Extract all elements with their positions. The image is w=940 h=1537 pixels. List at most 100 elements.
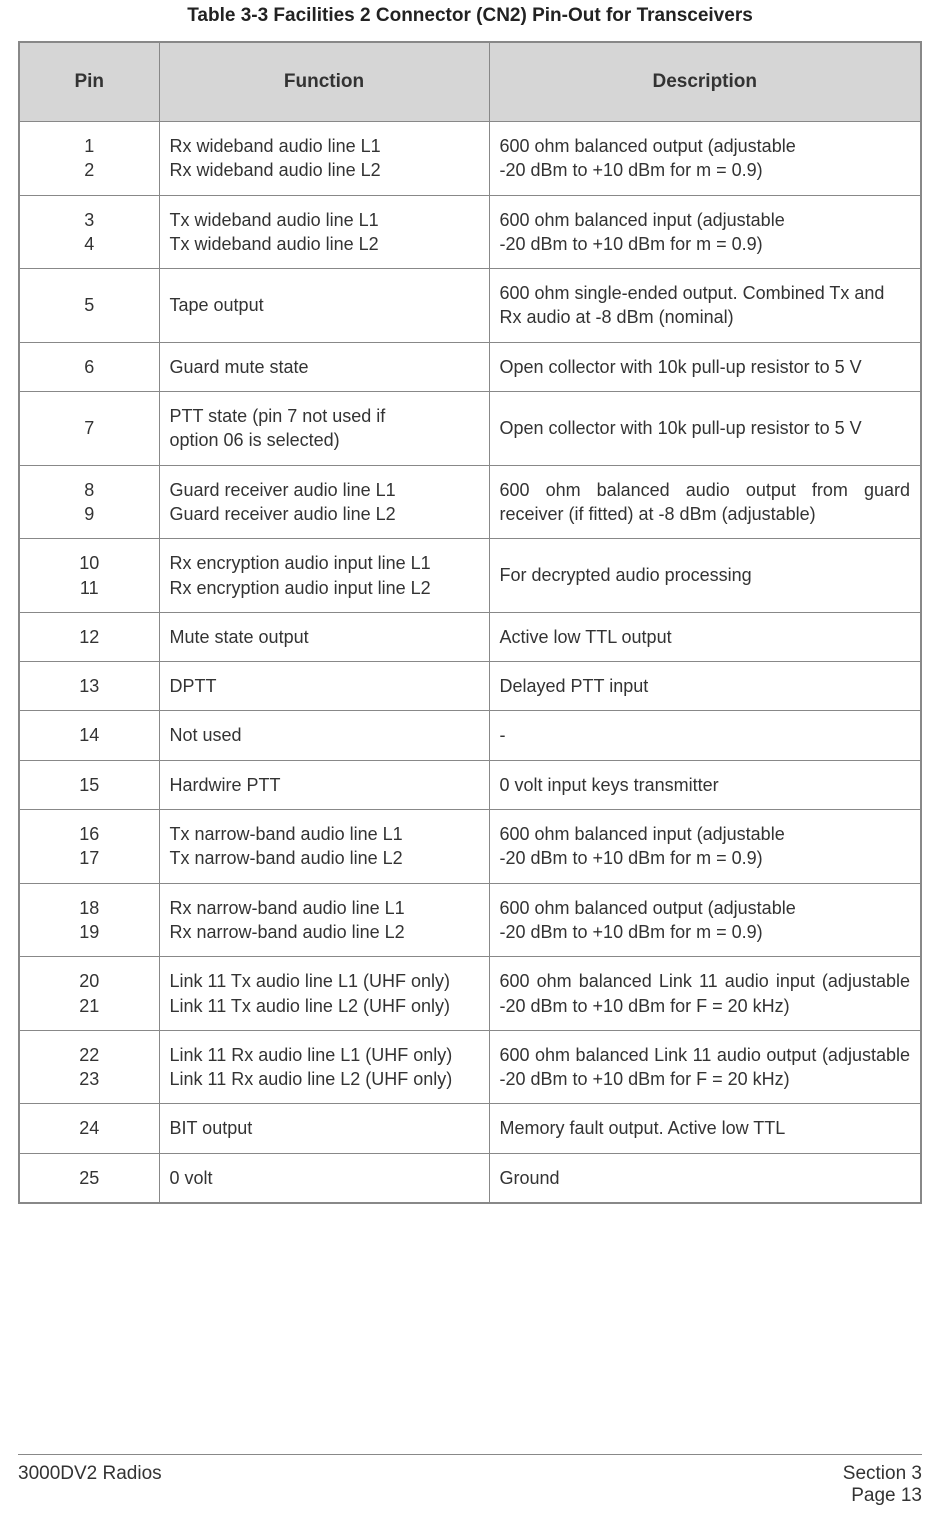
description-value: Memory fault output. Active low TTL xyxy=(500,1116,911,1140)
function-cell: Not used xyxy=(159,711,489,760)
pin-value: 4 xyxy=(26,232,153,256)
function-value: DPTT xyxy=(170,674,479,698)
description-value: 600 ohm balanced Link 11 audio input (ad… xyxy=(500,969,911,1018)
function-cell: Tape output xyxy=(159,269,489,343)
footer-rule xyxy=(18,1454,922,1455)
footer-right: Section 3 Page 13 xyxy=(843,1463,922,1507)
description-value: 600 ohm single-ended output. Combined Tx… xyxy=(500,281,911,330)
description-value: 600 ohm balanced output (adjustable xyxy=(500,134,911,158)
description-value: 600 ohm balanced input (adjustable xyxy=(500,208,911,232)
function-value: Guard mute state xyxy=(170,355,479,379)
pin-value: 7 xyxy=(26,416,153,440)
pin-cell: 6 xyxy=(19,342,159,391)
function-cell: Hardwire PTT xyxy=(159,760,489,809)
description-cell: Active low TTL output xyxy=(489,612,921,661)
pin-value: 6 xyxy=(26,355,153,379)
function-value: Tx wideband audio line L1 xyxy=(170,208,479,232)
function-value: Guard receiver audio line L1 xyxy=(170,478,479,502)
description-cell: 0 volt input keys transmitter xyxy=(489,760,921,809)
pin-value: 19 xyxy=(26,920,153,944)
footer-row: 3000DV2 Radios Section 3 Page 13 xyxy=(18,1463,922,1507)
page: Table 3-3 Facilities 2 Connector (CN2) P… xyxy=(0,0,940,1537)
function-value: Hardwire PTT xyxy=(170,773,479,797)
function-value: Rx narrow-band audio line L1 xyxy=(170,896,479,920)
function-cell: Rx narrow-band audio line L1Rx narrow-ba… xyxy=(159,883,489,957)
table-row: 6 Guard mute state Open collector with 10k… xyxy=(19,342,921,391)
table-row: 1819Rx narrow-band audio line L1Rx narro… xyxy=(19,883,921,957)
pin-cell: 1011 xyxy=(19,539,159,613)
pin-value: 20 xyxy=(26,969,153,993)
table-row: 89 Guard receiver audio line L1Guard rece… xyxy=(19,465,921,539)
pin-value: 24 xyxy=(26,1116,153,1140)
footer-section: Section 3 xyxy=(843,1463,922,1485)
function-value: Tx narrow-band audio line L2 xyxy=(170,846,479,870)
pin-cell: 12 xyxy=(19,122,159,196)
function-value: Link 11 Tx audio line L1 (UHF only) xyxy=(170,969,479,993)
description-cell: Open collector with 10k pull-up resistor… xyxy=(489,342,921,391)
description-value: 600 ohm balanced Link 11 audio output (a… xyxy=(500,1043,911,1092)
pin-cell: 89 xyxy=(19,465,159,539)
pin-cell: 25 xyxy=(19,1153,159,1203)
description-cell: 600 ohm balanced output (adjustable-20 d… xyxy=(489,122,921,196)
col-header-pin: Pin xyxy=(19,42,159,122)
table-head: Pin Function Description xyxy=(19,42,921,122)
description-cell: - xyxy=(489,711,921,760)
description-cell: 600 ohm balanced input (adjustable-20 dB… xyxy=(489,810,921,884)
pin-value: 15 xyxy=(26,773,153,797)
table-row: 7 PTT state (pin 7 not used ifoption 06 i… xyxy=(19,392,921,466)
description-cell: 600 ohm single-ended output. Combined Tx… xyxy=(489,269,921,343)
description-cell: 600 ohm balanced input (adjustable-20 dB… xyxy=(489,195,921,269)
pin-cell: 12 xyxy=(19,612,159,661)
pin-value: 5 xyxy=(26,293,153,317)
description-cell: 600 ohm balanced Link 11 audio output (a… xyxy=(489,1030,921,1104)
pin-cell: 7 xyxy=(19,392,159,466)
function-value: PTT state (pin 7 not used if xyxy=(170,404,479,428)
function-cell: Link 11 Rx audio line L1 (UHF only)Link … xyxy=(159,1030,489,1104)
function-value: Link 11 Rx audio line L2 (UHF only) xyxy=(170,1067,479,1091)
description-cell: 600 ohm balanced output (adjustable-20 d… xyxy=(489,883,921,957)
description-value: Open collector with 10k pull-up resistor… xyxy=(500,355,911,379)
table-row: 1011Rx encryption audio input line L1Rx … xyxy=(19,539,921,613)
pin-value: 17 xyxy=(26,846,153,870)
pin-value: 3 xyxy=(26,208,153,232)
function-value: Rx wideband audio line L1 xyxy=(170,134,479,158)
function-value: option 06 is selected) xyxy=(170,428,479,452)
pin-value: 16 xyxy=(26,822,153,846)
table-row: 14Not used- xyxy=(19,711,921,760)
table-row: 2021Link 11 Tx audio line L1 (UHF only)L… xyxy=(19,957,921,1031)
function-cell: Rx wideband audio line L1Rx wideband aud… xyxy=(159,122,489,196)
table-title: Table 3-3 Facilities 2 Connector (CN2) P… xyxy=(18,0,922,41)
description-value: -20 dBm to +10 dBm for m = 0.9) xyxy=(500,846,911,870)
description-value: For decrypted audio processing xyxy=(500,563,911,587)
function-value: Mute state output xyxy=(170,625,479,649)
pin-value: 11 xyxy=(26,576,153,600)
pin-cell: 5 xyxy=(19,269,159,343)
pin-cell: 2223 xyxy=(19,1030,159,1104)
col-header-description: Description xyxy=(489,42,921,122)
pin-value: 21 xyxy=(26,994,153,1018)
description-value: -20 dBm to +10 dBm for m = 0.9) xyxy=(500,920,911,944)
description-value: 600 ohm balanced output (adjustable xyxy=(500,896,911,920)
pin-value: 13 xyxy=(26,674,153,698)
table-row: 12Rx wideband audio line L1Rx wideband a… xyxy=(19,122,921,196)
pinout-table: Pin Function Description 12Rx wideband a… xyxy=(18,41,922,1204)
pin-cell: 13 xyxy=(19,662,159,711)
pin-value: 14 xyxy=(26,723,153,747)
function-cell: 0 volt xyxy=(159,1153,489,1203)
description-value: Active low TTL output xyxy=(500,625,911,649)
function-value: Tx narrow-band audio line L1 xyxy=(170,822,479,846)
function-value: Rx wideband audio line L2 xyxy=(170,158,479,182)
description-value: 0 volt input keys transmitter xyxy=(500,773,911,797)
table-row: 5Tape output600 ohm single-ended output.… xyxy=(19,269,921,343)
function-cell: Link 11 Tx audio line L1 (UHF only)Link … xyxy=(159,957,489,1031)
description-value: - xyxy=(500,723,911,747)
description-value: 600 ohm balanced input (adjustable xyxy=(500,822,911,846)
pin-cell: 1617 xyxy=(19,810,159,884)
pin-value: 25 xyxy=(26,1166,153,1190)
pin-value: 9 xyxy=(26,502,153,526)
pin-cell: 1819 xyxy=(19,883,159,957)
footer-page: Page 13 xyxy=(843,1485,922,1507)
function-cell: Tx wideband audio line L1Tx wideband aud… xyxy=(159,195,489,269)
table-header-row: Pin Function Description xyxy=(19,42,921,122)
function-value: Guard receiver audio line L2 xyxy=(170,502,479,526)
